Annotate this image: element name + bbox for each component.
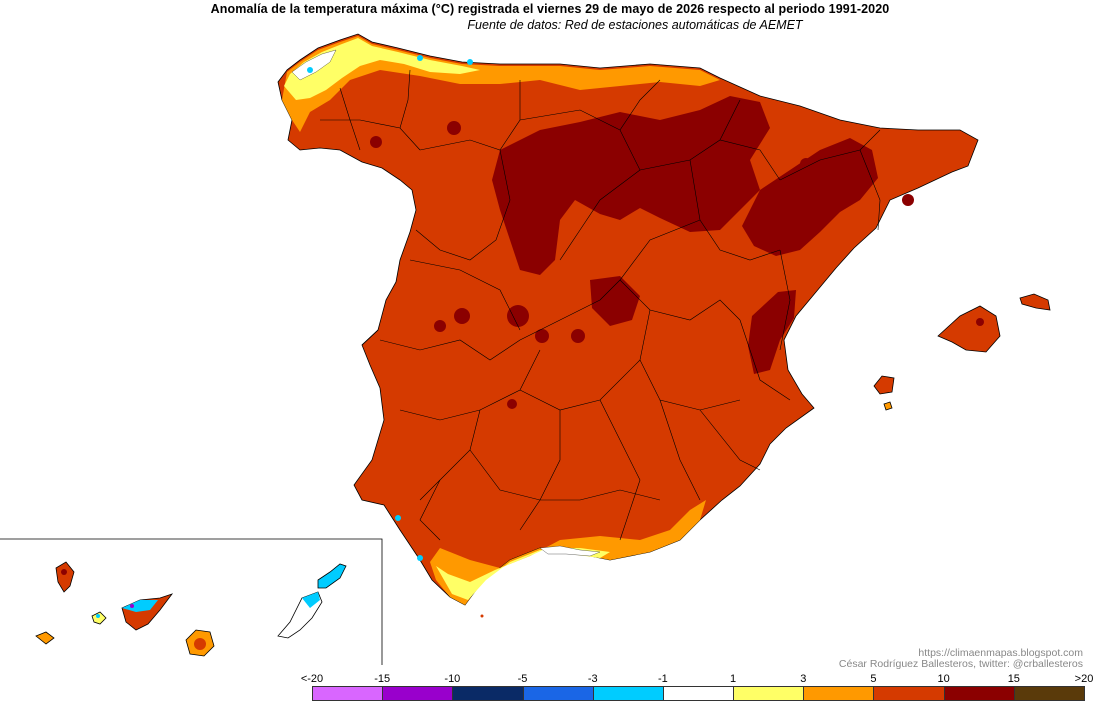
fuerteventura-cool: [302, 592, 320, 608]
tenerife: [121, 593, 174, 631]
canary-islands-inset: [0, 538, 383, 665]
tenerife-cool: [122, 600, 158, 612]
legend-tick-label: -15: [374, 673, 391, 685]
ibiza: [873, 375, 895, 395]
legend-swatch: [1013, 686, 1085, 701]
legend-swatch: [592, 686, 664, 701]
legend-tick-label: -3: [587, 673, 598, 685]
credit-block: https://climaenmapas.blogspot.com César …: [839, 648, 1083, 670]
legend-swatch: [522, 686, 594, 701]
hot-zone-east: [748, 290, 796, 374]
la-palma: [55, 561, 75, 593]
legend-tick-label: <-20: [300, 673, 324, 685]
legend-swatch: [382, 686, 454, 701]
neutral-coast-north: [291, 49, 337, 81]
hot-spot: [447, 121, 461, 135]
map-title: Anomalía de la temperatura máxima (°C) r…: [210, 2, 890, 16]
legend-tick-label: -10: [444, 673, 461, 685]
color-legend: <-20 -15 -10 -5 -3 -1 1 3 5 10 15 >20: [301, 673, 1093, 703]
legend-swatch: [452, 686, 524, 701]
gran-canaria-core: [194, 638, 206, 650]
hot-spot: [507, 399, 517, 409]
province-borders: [320, 69, 881, 541]
cool-spot: [417, 555, 423, 561]
legend-tick-label: 5: [870, 673, 877, 685]
legend-swatch: [803, 686, 875, 701]
hot-spot: [507, 305, 529, 327]
hot-spot: [535, 329, 549, 343]
hot-spot: [902, 194, 914, 206]
legend-tick-label: 1: [730, 673, 737, 685]
inset-frame: [0, 538, 383, 665]
legend-tick-label: -5: [517, 673, 528, 685]
map-subtitle: Fuente de datos: Red de estaciones autom…: [467, 18, 803, 32]
hot-zone-north: [492, 96, 770, 275]
hot-spot: [571, 329, 585, 343]
el-hierro: [35, 631, 55, 645]
la-palma-hot-spot: [61, 569, 67, 575]
credit-url[interactable]: https://climaenmapas.blogspot.com: [918, 647, 1083, 659]
lanzarote: [317, 563, 347, 589]
hot-spot: [800, 158, 812, 170]
legend-swatch: [662, 686, 735, 701]
alboran-islet: [480, 614, 484, 618]
legend-swatch: [733, 686, 805, 701]
hot-spot: [454, 308, 470, 324]
legend-tick-label: 15: [1007, 673, 1020, 685]
cool-spot: [307, 67, 313, 73]
hot-spot: [434, 320, 446, 332]
legend-tick-label: 10: [937, 673, 950, 685]
spain-mainland: [277, 33, 979, 606]
hot-spot: [370, 136, 382, 148]
cool-spot: [467, 59, 473, 65]
legend-swatch: [312, 686, 384, 701]
balearic-islands: [873, 293, 1051, 411]
legend-tick-label: 3: [800, 673, 807, 685]
mallorca: [937, 305, 1001, 353]
hot-zone-ebro: [742, 138, 878, 256]
la-gomera-cool: [96, 614, 100, 618]
formentera: [883, 401, 893, 411]
tenerife-cold-spot: [130, 604, 134, 608]
la-gomera: [91, 611, 107, 625]
mild-coast-south: [436, 548, 610, 600]
cool-spot: [395, 515, 401, 521]
legend-swatch: [873, 686, 945, 701]
cool-spot: [417, 55, 423, 61]
menorca: [1019, 293, 1051, 311]
portugal-border: [361, 329, 379, 346]
mallorca-hot-spot: [976, 318, 984, 326]
legend-swatch: [943, 686, 1015, 701]
hot-zone-central: [590, 276, 640, 326]
legend-tick-label: >20: [1074, 673, 1094, 685]
neutral-coast-south: [539, 545, 601, 557]
credit-author: César Rodríguez Ballesteros, twitter: @c…: [838, 658, 1083, 670]
legend-tick-label: -1: [658, 673, 668, 685]
